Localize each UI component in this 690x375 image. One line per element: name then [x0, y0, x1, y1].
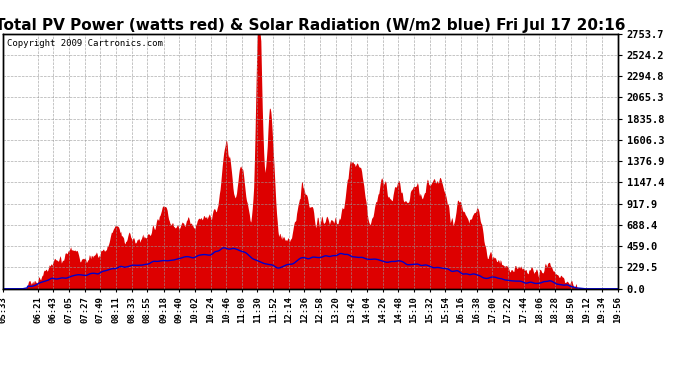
Text: Copyright 2009 Cartronics.com: Copyright 2009 Cartronics.com	[6, 39, 162, 48]
Title: Total PV Power (watts red) & Solar Radiation (W/m2 blue) Fri Jul 17 20:16: Total PV Power (watts red) & Solar Radia…	[0, 18, 626, 33]
